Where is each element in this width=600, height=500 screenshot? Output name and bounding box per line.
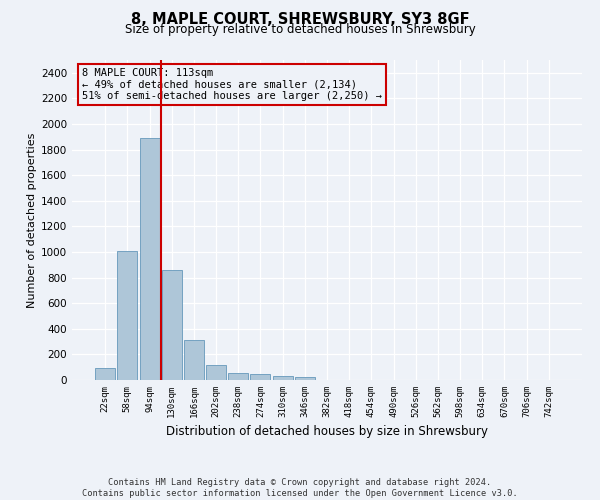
Bar (250, 374, 271, 380)
Text: Contains HM Land Registry data © Crown copyright and database right 2024.
Contai: Contains HM Land Registry data © Crown c… (82, 478, 518, 498)
Text: 8 MAPLE COURT: 113sqm
← 49% of detached houses are smaller (2,134)
51% of semi-d: 8 MAPLE COURT: 113sqm ← 49% of detached … (82, 68, 382, 101)
Text: 8, MAPLE COURT, SHREWSBURY, SY3 8GF: 8, MAPLE COURT, SHREWSBURY, SY3 8GF (131, 12, 469, 28)
Bar (206, 366, 226, 380)
Y-axis label: Number of detached properties: Number of detached properties (27, 132, 37, 308)
Bar (184, 340, 204, 380)
Text: Size of property relative to detached houses in Shrewsbury: Size of property relative to detached ho… (125, 22, 475, 36)
Bar (118, 250, 137, 380)
Bar (295, 378, 315, 380)
Bar (228, 372, 248, 380)
Bar (272, 376, 293, 380)
Bar (162, 270, 182, 380)
Bar (140, 138, 160, 380)
Bar (95, 368, 115, 380)
X-axis label: Distribution of detached houses by size in Shrewsbury: Distribution of detached houses by size … (166, 426, 488, 438)
